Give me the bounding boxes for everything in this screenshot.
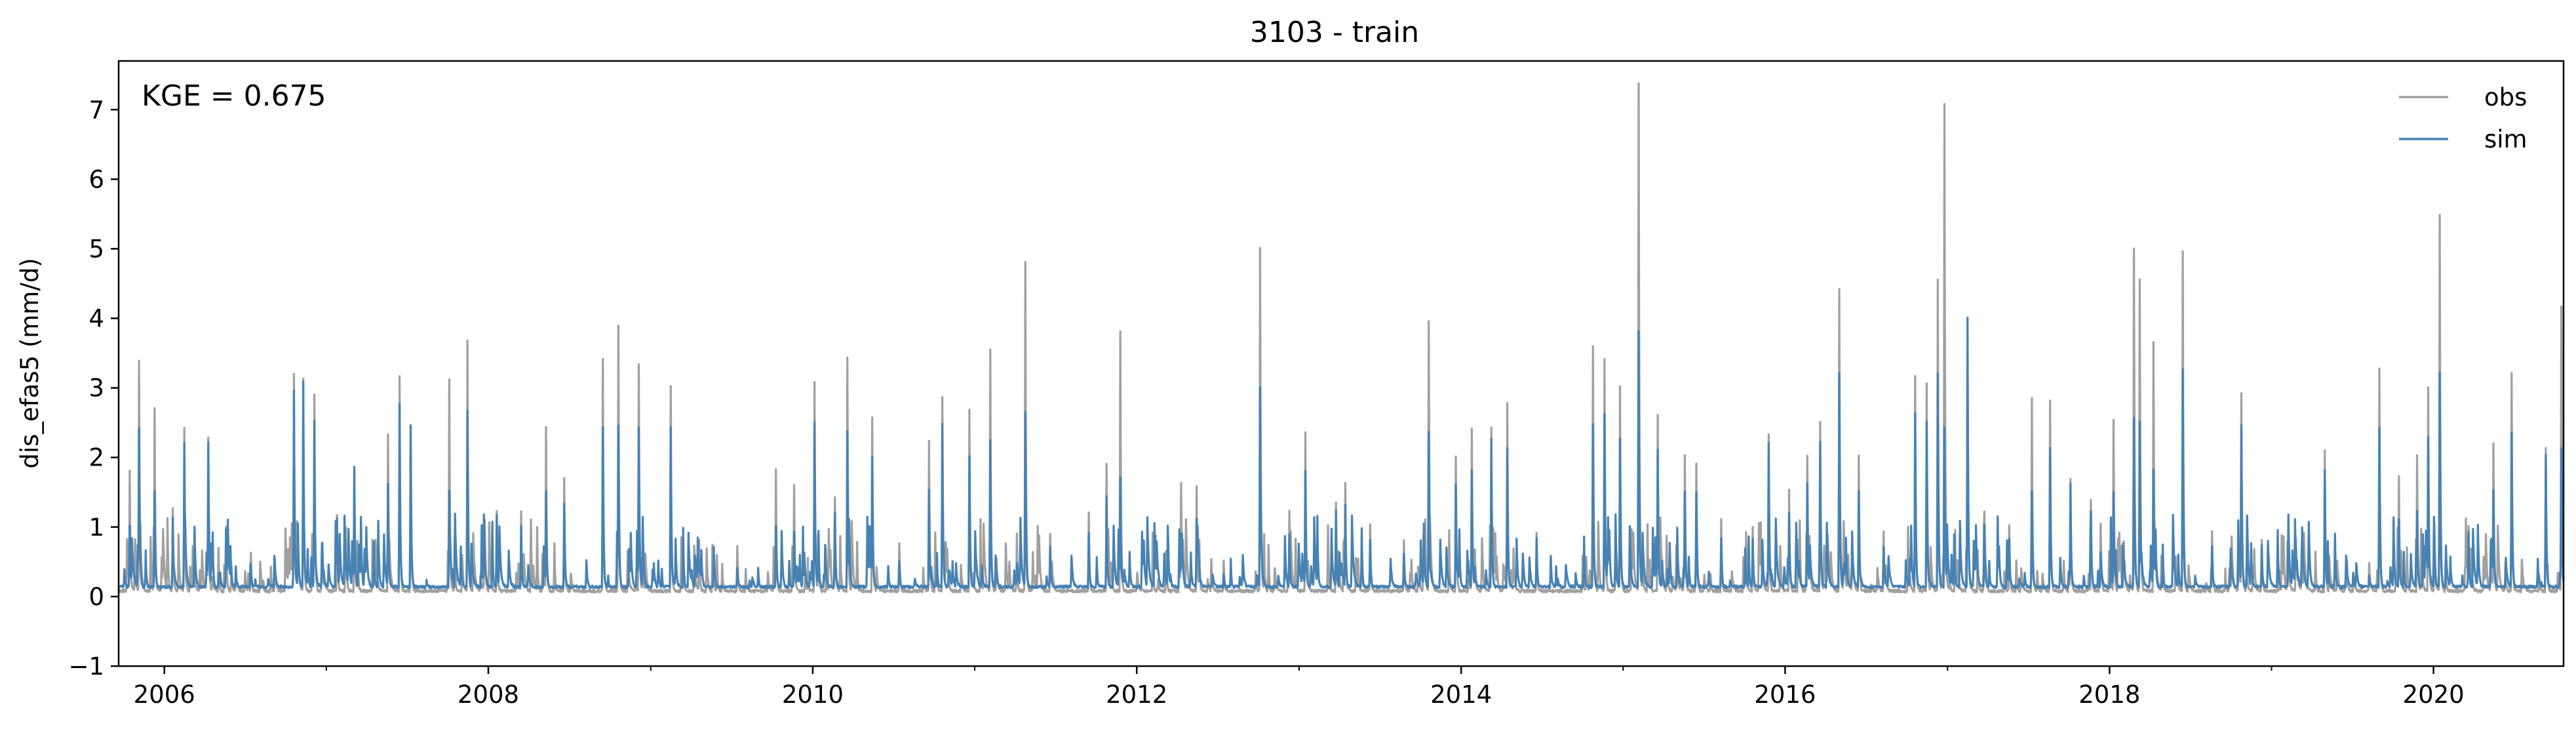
axes-frame	[117, 60, 2565, 667]
y-tick-label: 4	[88, 305, 104, 333]
legend: obs sim	[2399, 83, 2527, 153]
x-tick-label: 2006	[134, 681, 195, 709]
y-tick-label: 0	[88, 583, 104, 611]
x-tick-label: 2012	[1106, 681, 1167, 709]
y-axis-label: dis_efas5 (mm/d)	[16, 258, 44, 469]
x-tick-label: 2008	[458, 681, 519, 709]
legend-obs-label: obs	[2484, 83, 2527, 111]
y-tick-label: 7	[88, 96, 104, 124]
y-tick-label: 6	[88, 165, 104, 193]
x-axis: 2006 2008 2010 2012 2014 2016 2018 2020	[134, 666, 2465, 709]
chart-title: 3103 - train	[1250, 16, 1419, 49]
y-tick-label: 5	[88, 235, 104, 263]
y-tick-label: 3	[88, 374, 104, 403]
y-tick-label: 2	[88, 444, 104, 472]
plot-area	[117, 61, 2565, 666]
y-axis: −1 0 1 2 3 4 5 6 7	[68, 96, 119, 681]
x-tick-label: 2016	[1754, 681, 1816, 709]
y-tick-label: 1	[88, 513, 104, 542]
legend-sim-label: sim	[2484, 125, 2527, 153]
x-tick-label: 2018	[2078, 681, 2140, 709]
x-tick-label: 2010	[782, 681, 844, 709]
y-tick-label: −1	[68, 652, 104, 681]
x-tick-label: 2020	[2403, 681, 2465, 709]
series-sim	[117, 316, 2565, 589]
x-tick-label: 2014	[1430, 681, 1492, 709]
kge-annotation: KGE = 0.675	[142, 79, 326, 113]
series-sim-line	[117, 316, 2565, 589]
